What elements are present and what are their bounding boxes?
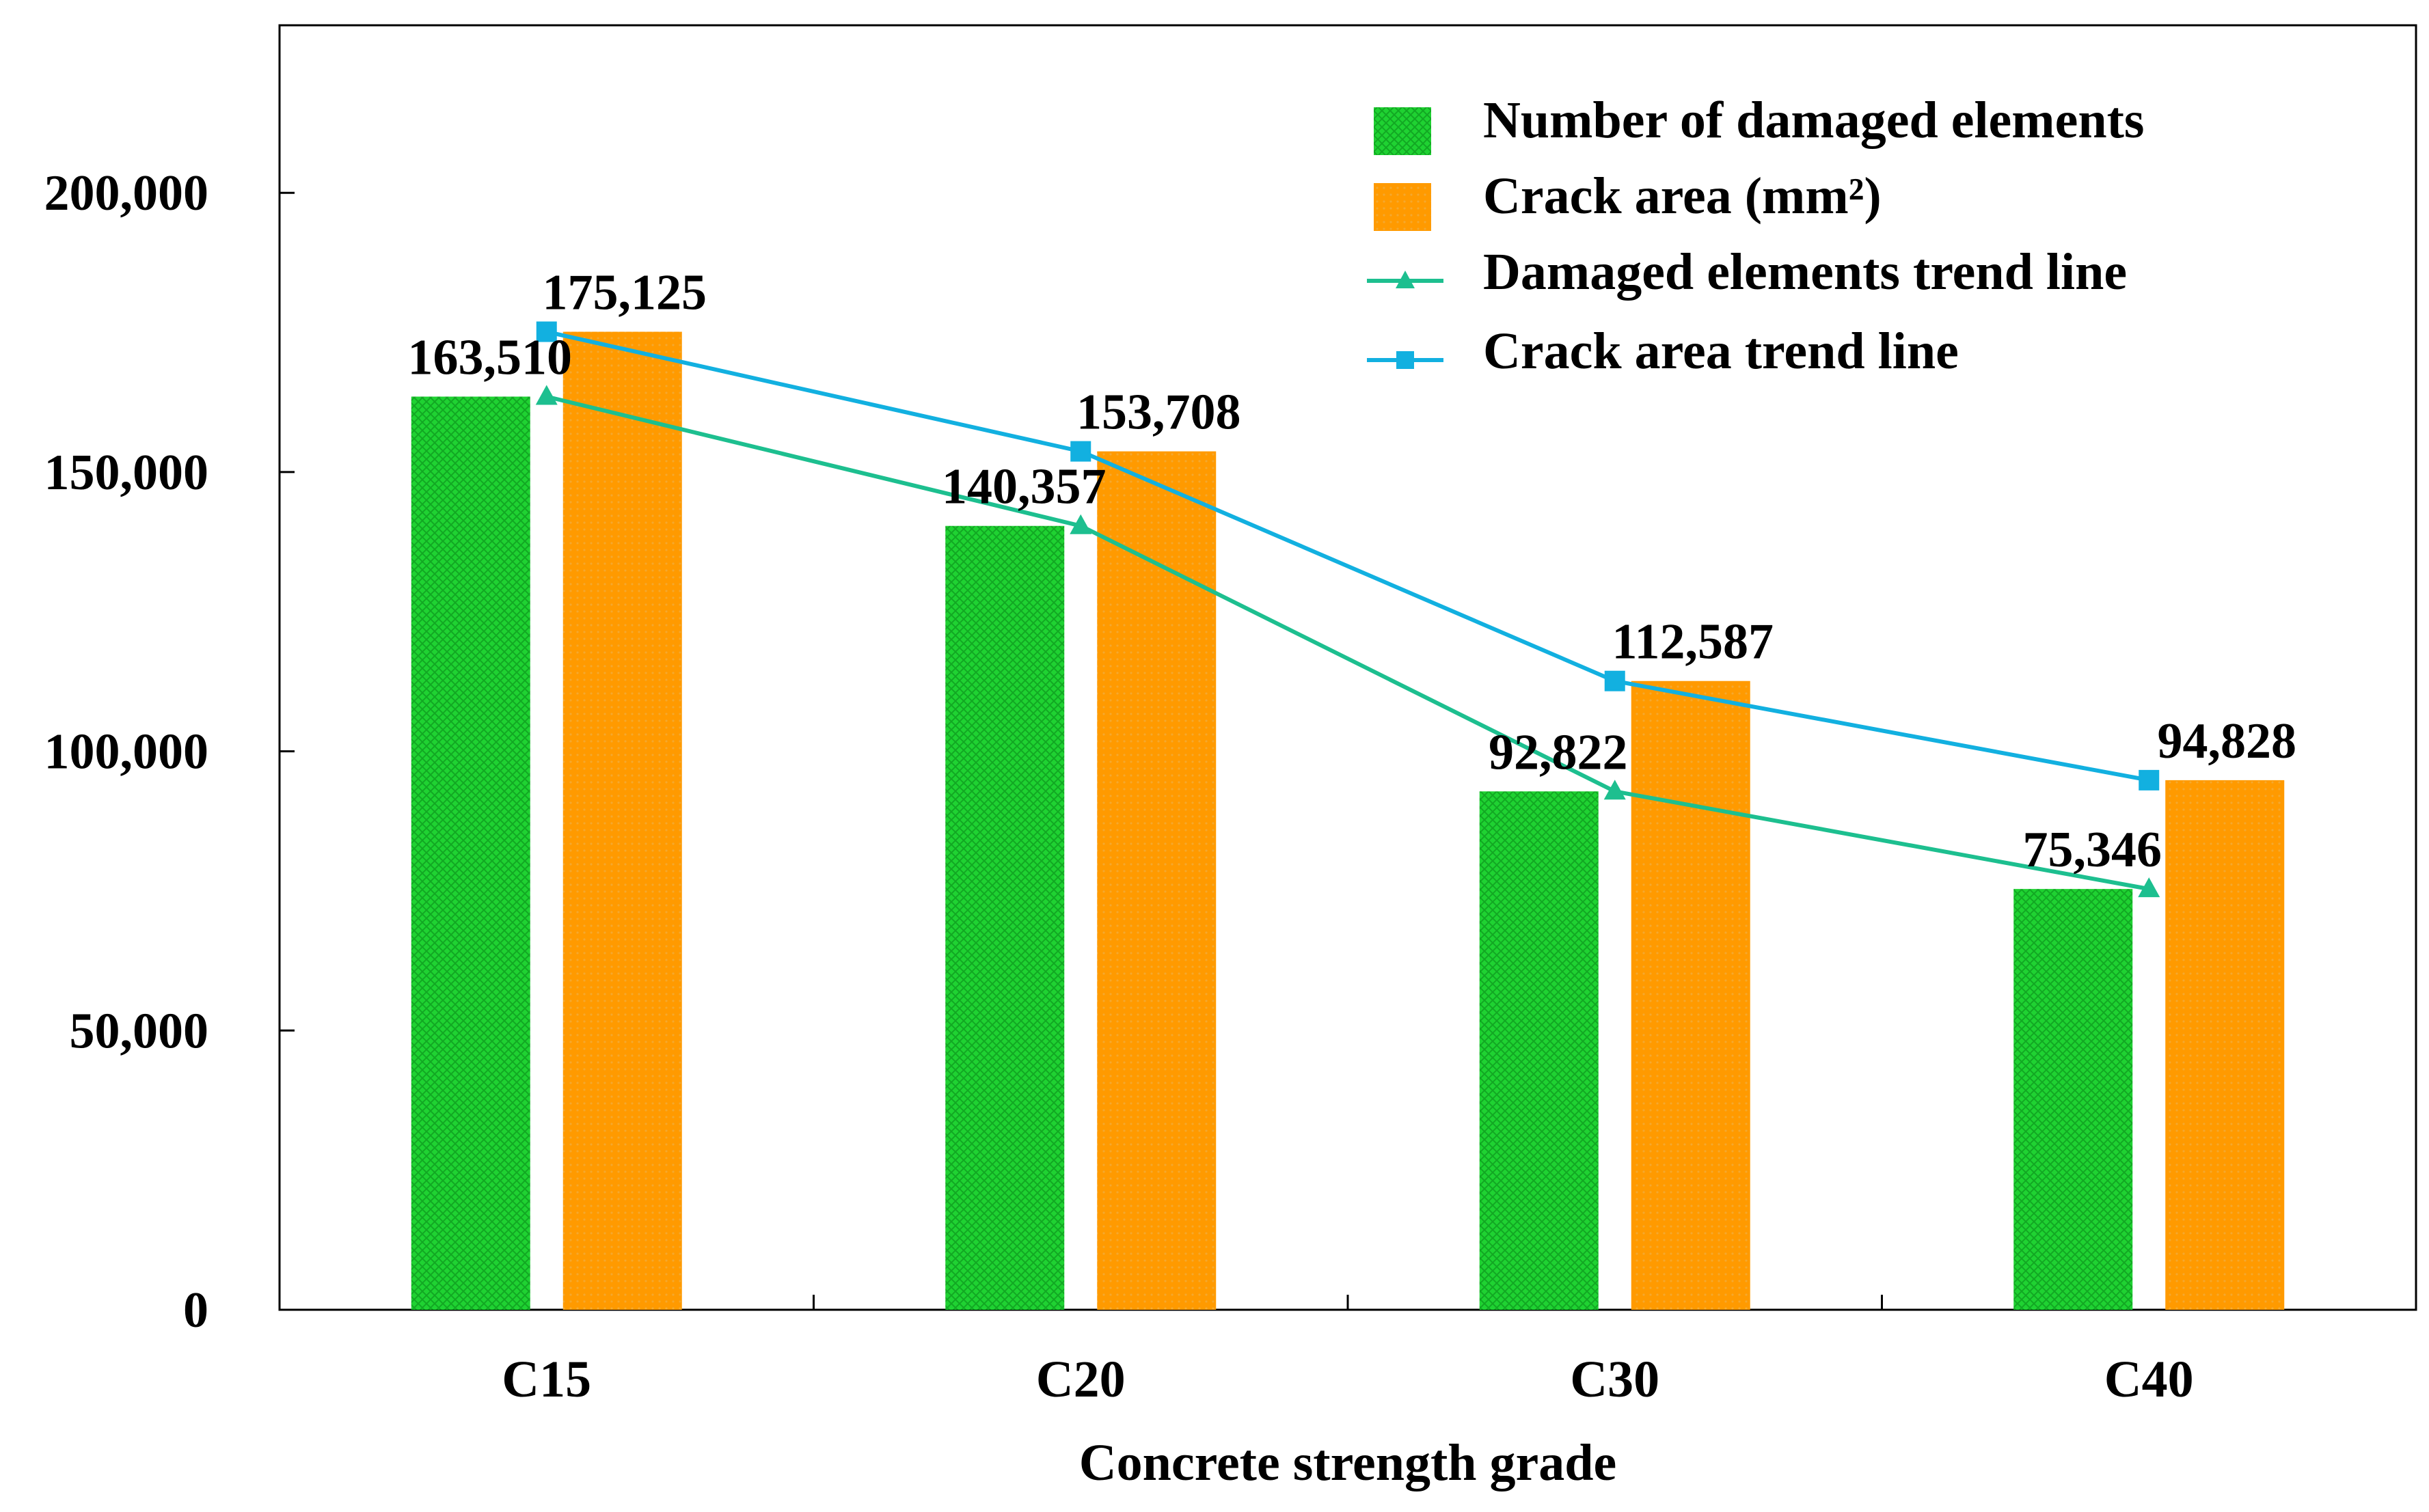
data-label-crack-area-c40: 94,828 bbox=[2158, 713, 2297, 769]
legend-label-3: Crack area trend line bbox=[1483, 322, 1959, 380]
trend-marker-damaged-elements-c15 bbox=[535, 385, 558, 405]
bar-damaged-elements-c15 bbox=[411, 396, 530, 1310]
bar-crack-area-c40 bbox=[2165, 780, 2285, 1310]
trend-marker-damaged-elements-c20 bbox=[1070, 514, 1092, 534]
bar-damaged-elements-c40 bbox=[2013, 889, 2133, 1310]
legend-triangle-marker bbox=[1396, 271, 1415, 288]
legend-swatch-crack-area bbox=[1374, 183, 1431, 231]
legend-label-2: Damaged elements trend line bbox=[1483, 243, 2127, 301]
y-tick-label: 100,000 bbox=[44, 724, 209, 780]
data-label-damaged-elements-c20: 140,357 bbox=[942, 459, 1107, 515]
data-label-damaged-elements-c30: 92,822 bbox=[1489, 724, 1628, 780]
data-label-crack-area-c20: 153,708 bbox=[1076, 385, 1241, 441]
x-tick-label-c30: C30 bbox=[1570, 1351, 1659, 1408]
trend-marker-crack-area-c15 bbox=[536, 321, 557, 342]
trend-line-crack-area bbox=[546, 329, 2149, 782]
legend-square-marker bbox=[1396, 351, 1414, 369]
trend-marker-crack-area-c30 bbox=[1604, 670, 1625, 691]
trend-marker-damaged-elements-c40 bbox=[2138, 877, 2160, 898]
bar-crack-area-c20 bbox=[1097, 451, 1217, 1310]
y-tick-label: 50,000 bbox=[70, 1003, 209, 1059]
trend-marker-crack-area-c20 bbox=[1070, 441, 1091, 462]
legend-swatch-damaged-elements bbox=[1374, 107, 1431, 155]
bar-damaged-elements-c20 bbox=[945, 525, 1065, 1310]
x-axis-title: Concrete strength grade bbox=[1079, 1434, 1617, 1492]
x-tick-label-c20: C20 bbox=[1036, 1351, 1126, 1408]
legend-label-0: Number of damaged elements bbox=[1483, 92, 2144, 149]
bar-crack-area-c15 bbox=[562, 331, 682, 1310]
data-label-damaged-elements-c15: 163,510 bbox=[408, 329, 573, 385]
y-tick-label: 200,000 bbox=[44, 165, 209, 221]
x-tick-label-c40: C40 bbox=[2104, 1351, 2194, 1408]
data-label-damaged-elements-c40: 75,346 bbox=[2023, 822, 2162, 878]
trend-line-damaged-elements bbox=[546, 394, 2149, 892]
bar-damaged-elements-c30 bbox=[1479, 791, 1599, 1310]
trend-marker-damaged-elements-c30 bbox=[1603, 780, 1626, 800]
legend-label-1: Crack area (mm²) bbox=[1483, 167, 1882, 225]
x-tick-label-c15: C15 bbox=[502, 1351, 591, 1408]
data-label-crack-area-c30: 112,587 bbox=[1612, 614, 1774, 670]
data-label-crack-area-c15: 175,125 bbox=[543, 265, 707, 321]
bar-crack-area-c30 bbox=[1631, 681, 1750, 1310]
y-tick-label: 0 bbox=[183, 1282, 208, 1338]
y-tick-label: 150,000 bbox=[44, 445, 209, 501]
trend-marker-crack-area-c40 bbox=[2139, 769, 2160, 791]
